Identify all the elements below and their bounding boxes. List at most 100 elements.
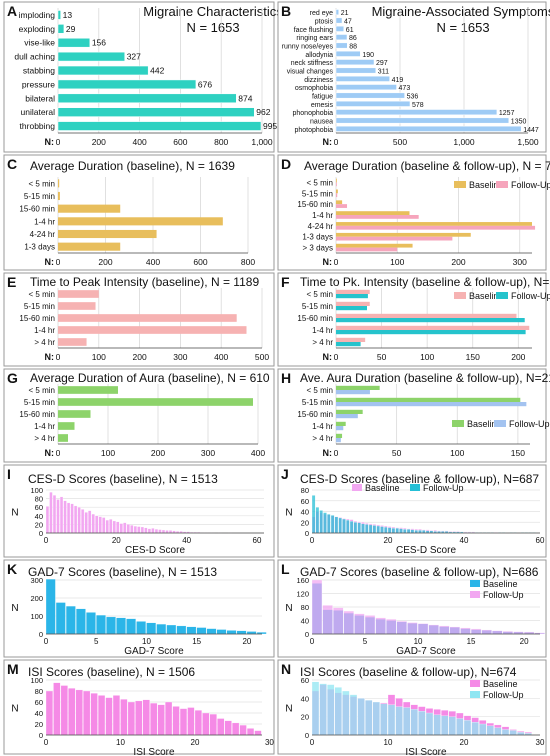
y-tick-label: 0 [305, 529, 309, 538]
bar [342, 518, 346, 534]
bar [335, 34, 348, 41]
panel-c: C Average Duration (baseline), N = 1639 < … [3, 154, 275, 271]
category-label: 5-15 min [302, 302, 333, 311]
legend-swatch [352, 484, 362, 491]
bar [116, 617, 126, 635]
bar [336, 243, 413, 248]
y-tick-label: 80 [301, 486, 309, 495]
bar [418, 711, 426, 736]
bar [336, 438, 341, 443]
legend-swatch [470, 591, 480, 598]
bar [336, 215, 419, 219]
category-label: unilateral [21, 107, 56, 117]
bar [449, 626, 461, 635]
category-label: phonophobia [293, 110, 334, 117]
legend: Baseline Follow-Up [352, 483, 464, 493]
legend: Baseline Follow-Up [454, 291, 550, 301]
bar [58, 434, 68, 442]
bar [349, 694, 358, 736]
category-label: 1-4 hr [34, 422, 55, 431]
bar [66, 502, 71, 534]
x-tick-label: 50 [392, 448, 402, 458]
panel-title: Average Duration (baseline & follow-up),… [304, 159, 550, 173]
panel-title: CES-D Scores (baseline & follow-up), N=6… [300, 472, 539, 486]
x-tick-label: 400 [133, 137, 147, 147]
x-tick-label: 5 [94, 637, 99, 646]
category-label: 1-4 hr [312, 422, 333, 431]
bar [336, 313, 517, 318]
x-tick-label: 100 [92, 352, 106, 362]
bar [84, 512, 88, 534]
bar [58, 338, 87, 346]
bar [135, 700, 143, 736]
panel-title: GAD-7 Scores (baseline), N = 1513 [28, 565, 217, 579]
axis-prefix: N: [45, 257, 55, 267]
legend-label: Follow-Up [511, 180, 550, 190]
category-label: < 5 min [29, 179, 55, 188]
x-tick-label: 0 [334, 352, 339, 362]
y-tick-label: 160 [296, 576, 309, 585]
category-label: osmophobia [295, 85, 333, 92]
bar [239, 724, 247, 736]
legend-label: Baseline [365, 483, 400, 493]
bar [196, 627, 207, 635]
bar [57, 121, 262, 131]
y-axis-label: N [11, 603, 18, 614]
x-tick-label: 500 [255, 352, 269, 362]
panel-title: GAD-7 Scores (baseline & follow-up), N=6… [300, 565, 539, 579]
bar [73, 505, 78, 534]
bar [311, 579, 323, 635]
category-label: > 3 days [303, 244, 333, 253]
bar [336, 211, 410, 215]
bar [116, 521, 120, 534]
category-label: 15-60 min [19, 410, 55, 419]
category-label: 5-15 min [24, 192, 55, 201]
bar [311, 681, 320, 736]
data-label: 297 [376, 60, 388, 67]
x-tick-label: 20 [460, 738, 469, 747]
bar [136, 621, 147, 635]
data-label: 13 [63, 10, 73, 20]
x-tick-label: 200 [92, 137, 106, 147]
bar [336, 337, 366, 342]
bar [57, 107, 255, 117]
bar [365, 524, 369, 534]
axis-prefix: N: [323, 257, 333, 267]
bar [58, 386, 118, 394]
bar [433, 714, 441, 736]
x-tick-label: 20 [191, 738, 200, 747]
bar [45, 506, 50, 534]
bar [396, 621, 407, 635]
bar [456, 718, 464, 736]
bar [327, 684, 335, 736]
bar [460, 627, 471, 635]
bar [335, 117, 510, 124]
category-label: < 5 min [307, 290, 333, 299]
x-axis-label: ISI Score [405, 747, 447, 756]
legend-label: Baseline [467, 419, 502, 429]
x-tick-label: 200 [451, 257, 465, 267]
bar [105, 519, 109, 534]
x-tick-label: 0 [56, 448, 61, 458]
bar [150, 702, 158, 736]
bar [123, 522, 127, 534]
bar [336, 342, 361, 347]
bar [246, 728, 255, 736]
bar [372, 701, 380, 736]
panel-letter: I [7, 466, 11, 482]
category-label: 5-15 min [302, 189, 333, 198]
bar [109, 519, 113, 534]
x-tick-label: 300 [201, 448, 215, 458]
x-tick-label: 1,500 [517, 137, 539, 147]
bar [330, 515, 335, 534]
bar [403, 529, 407, 534]
bar [319, 510, 323, 534]
bar [336, 301, 370, 306]
bar [102, 517, 106, 534]
bar [106, 616, 116, 635]
bar [49, 491, 53, 534]
bar [83, 690, 91, 736]
bar [425, 712, 434, 736]
bar [406, 529, 411, 534]
bar [336, 385, 380, 390]
